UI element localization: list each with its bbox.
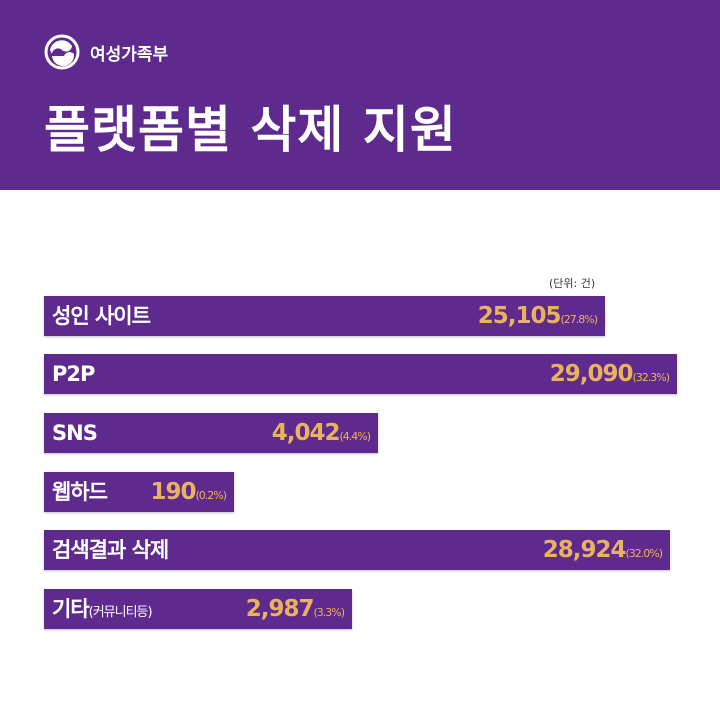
category-name: P2P (52, 362, 95, 386)
value-label: 190 (150, 479, 196, 505)
category-note: (커뮤니티등) (88, 605, 153, 620)
value-label: 29,090 (549, 361, 634, 387)
bar-4: 검색결과 삭제 28,924(32.0%) (44, 530, 670, 570)
percent-label: (32.3%) (632, 371, 670, 384)
taegeuk-logo-icon (44, 34, 80, 70)
bar-1: P2P 29,090(32.3%) (44, 354, 677, 394)
percent-label: (3.3%) (313, 606, 345, 619)
category-label: 검색결과 삭제 (52, 530, 169, 570)
value-label: 28,924 (542, 537, 627, 563)
page-title: 플랫폼별 삭제 지원 (44, 101, 457, 159)
data-label: 4,042(4.4%) (271, 413, 371, 457)
percent-label: (32.0%) (625, 547, 663, 560)
category-label: P2P (52, 354, 95, 394)
bar-2: SNS 4,042(4.4%) (44, 413, 378, 453)
value-label: 4,042 (271, 420, 341, 446)
category-label: SNS (52, 413, 98, 453)
data-label: 190(0.2%) (150, 472, 227, 516)
category-label: 기타(커뮤니티등) (52, 589, 153, 633)
bar-3: 웹하드 190(0.2%) (44, 472, 234, 512)
percent-label: (4.4%) (339, 430, 371, 443)
value-label: 2,987 (245, 596, 315, 622)
category-name: 기타 (52, 597, 90, 621)
category-name: 검색결과 삭제 (52, 538, 169, 562)
bar-5: 기타(커뮤니티등) 2,987(3.3%) (44, 589, 352, 629)
category-name: SNS (52, 421, 98, 445)
data-label: 25,105(27.8%) (477, 296, 598, 340)
category-label: 웹하드 (52, 472, 108, 512)
category-name: 성인 사이트 (52, 304, 151, 328)
header-banner: 여성가족부 플랫폼별 삭제 지원 (0, 0, 720, 190)
data-label: 29,090(32.3%) (549, 354, 670, 398)
bar-0: 성인 사이트 25,105(27.8%) (44, 296, 605, 336)
category-name: 웹하드 (52, 480, 108, 504)
ministry-logo: 여성가족부 (44, 34, 168, 70)
data-label: 2,987(3.3%) (245, 589, 345, 633)
unit-label: (단위: 건) (549, 277, 596, 290)
value-label: 25,105 (477, 303, 562, 329)
percent-label: (27.8%) (560, 313, 598, 326)
category-label: 성인 사이트 (52, 296, 151, 336)
logo-text: 여성가족부 (90, 44, 169, 65)
percent-label: (0.2%) (195, 489, 227, 502)
data-label: 28,924(32.0%) (542, 530, 663, 574)
